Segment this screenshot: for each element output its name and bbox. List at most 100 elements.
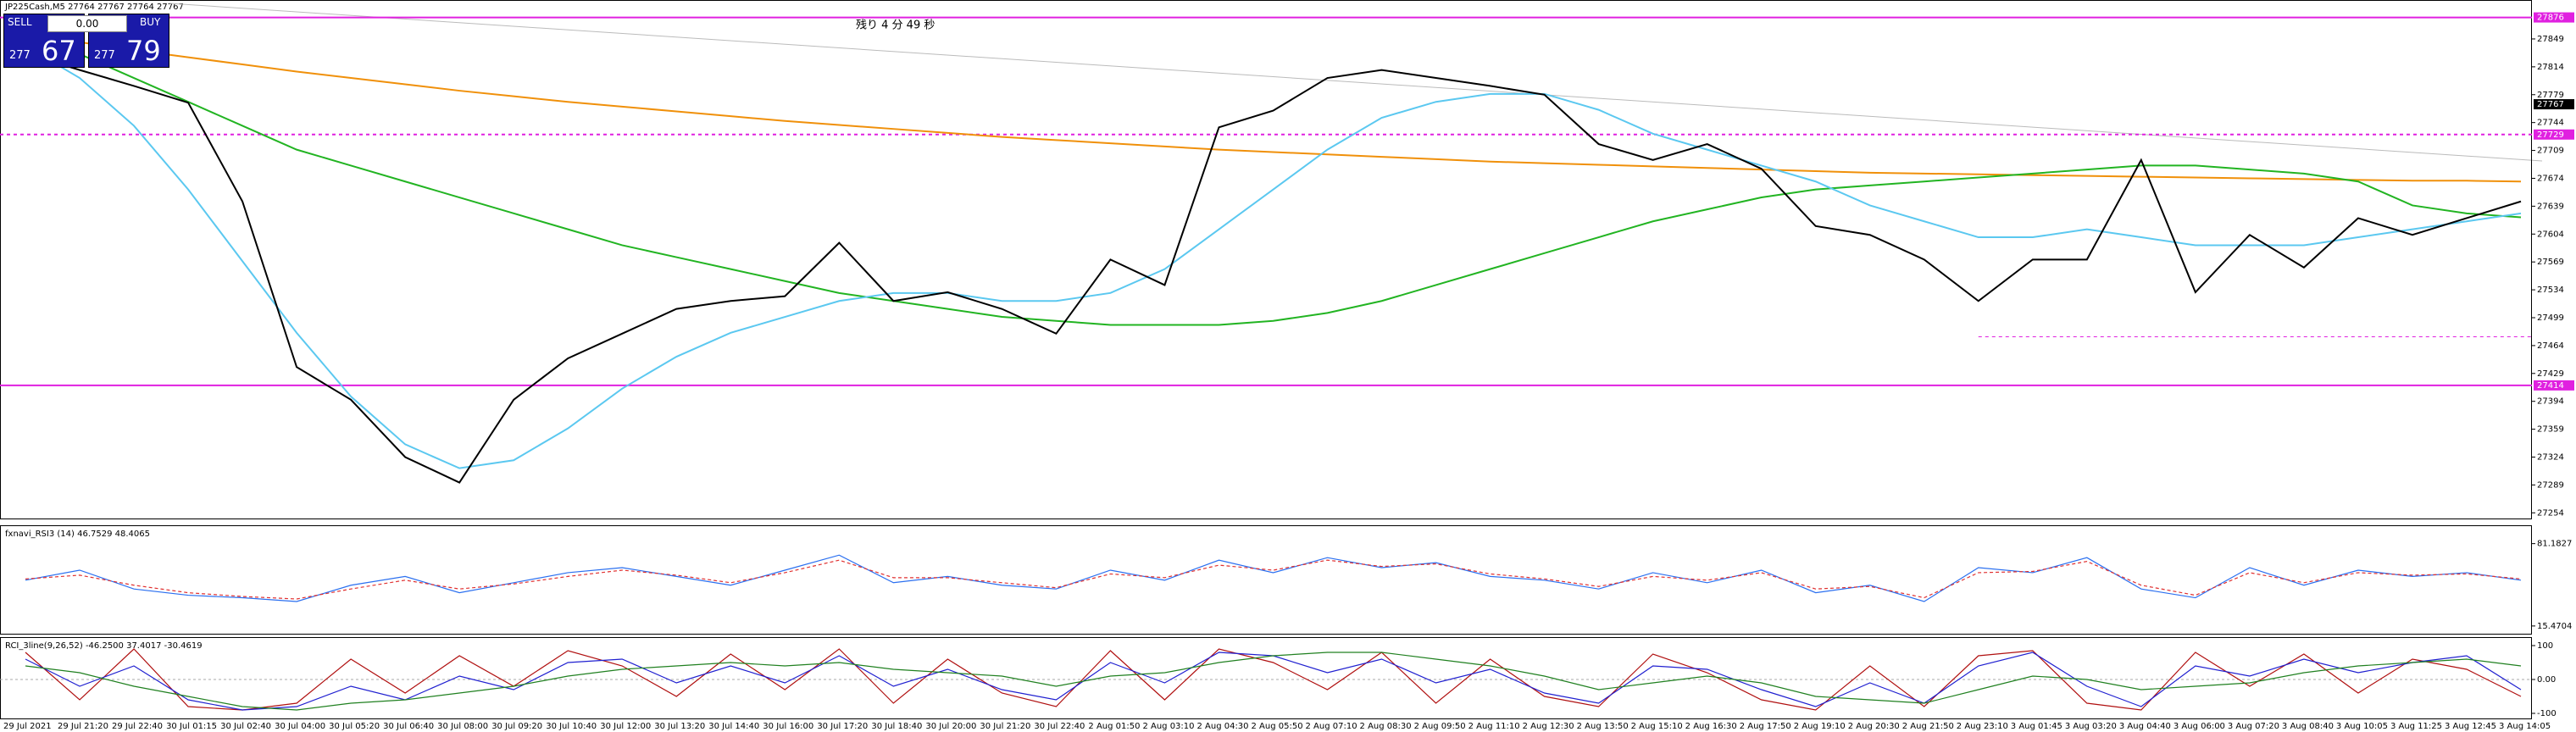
rsi-title: fxnavi_RSI3 (14) 46.7529 48.4065 <box>5 530 150 539</box>
buy-label: BUY <box>140 16 161 28</box>
y-tick-label: 27324 <box>2537 452 2564 462</box>
series-line <box>25 559 2522 600</box>
series-line <box>25 652 2522 711</box>
x-tick-label: 30 Jul 09:20 <box>491 722 542 731</box>
x-tick-label: 3 Aug 12:45 <box>2445 722 2496 731</box>
x-tick-label: 2 Aug 20:30 <box>1848 722 1900 731</box>
x-tick-label: 30 Jul 22:40 <box>1034 722 1085 731</box>
buy-big: 277 <box>94 49 115 62</box>
x-tick-label: 30 Jul 13:20 <box>654 722 705 731</box>
x-tick-label: 2 Aug 07:10 <box>1306 722 1357 731</box>
y-tick-label: 27254 <box>2537 508 2564 518</box>
x-tick-label: 2 Aug 16:30 <box>1685 722 1737 731</box>
series-line <box>25 45 2522 469</box>
x-tick-label: 2 Aug 12:30 <box>1523 722 1574 731</box>
y-tick-label: 27534 <box>2537 286 2564 295</box>
price-level-label: 27876 <box>2537 14 2564 23</box>
x-tick-label: 2 Aug 21:50 <box>1902 722 1954 731</box>
y-tick-label: 27394 <box>2537 397 2564 407</box>
y-tick-label: 27674 <box>2537 174 2564 183</box>
y-tick-label: 27709 <box>2537 147 2564 156</box>
y-tick-label: 27464 <box>2537 341 2564 351</box>
series-line <box>25 652 2522 711</box>
y-tick-label: -100 <box>2537 709 2557 718</box>
series-line <box>25 29 2522 326</box>
x-tick-label: 2 Aug 23:10 <box>1957 722 2008 731</box>
price-level-tag <box>2534 129 2574 140</box>
y-tick-label: 27604 <box>2537 230 2564 239</box>
y-tick-label: 27569 <box>2537 258 2564 267</box>
bid-label: 27767 <box>2537 100 2564 109</box>
x-tick-label: 3 Aug 08:40 <box>2282 722 2334 731</box>
rci-frame <box>0 637 2532 719</box>
bid-tag <box>2534 99 2574 110</box>
x-tick-label: 2 Aug 15:10 <box>1631 722 1683 731</box>
x-tick-label: 30 Jul 18:40 <box>871 722 922 731</box>
price-level-label: 27414 <box>2537 381 2564 391</box>
x-tick-label: 30 Jul 14:40 <box>708 722 759 731</box>
x-tick-label: 2 Aug 08:30 <box>1360 722 1412 731</box>
x-tick-label: 3 Aug 10:05 <box>2336 722 2388 731</box>
x-tick-label: 29 Jul 21:20 <box>58 722 108 731</box>
price-level-tag <box>2534 12 2574 23</box>
y-tick-label: 27289 <box>2537 480 2564 490</box>
y-tick-label: 27779 <box>2537 91 2564 100</box>
y-tick-label: 27359 <box>2537 425 2564 435</box>
x-tick-label: 3 Aug 11:25 <box>2390 722 2442 731</box>
main-frame <box>0 0 2532 519</box>
x-tick-label: 30 Jul 20:00 <box>925 722 976 731</box>
y-tick-label: 27639 <box>2537 202 2564 211</box>
x-tick-label: 2 Aug 09:50 <box>1414 722 1466 731</box>
x-tick-label: 30 Jul 04:00 <box>275 722 325 731</box>
buy-small: 79 <box>126 35 161 67</box>
x-tick-label: 30 Jul 08:00 <box>437 722 488 731</box>
y-tick-label: 100 <box>2537 641 2553 651</box>
x-tick-label: 3 Aug 14:05 <box>2499 722 2551 731</box>
price-level-label: 27729 <box>2537 130 2564 140</box>
x-tick-label: 30 Jul 10:40 <box>546 722 597 731</box>
y-tick-label: 27499 <box>2537 313 2564 323</box>
y-tick-label: 27744 <box>2537 119 2564 128</box>
x-tick-label: 2 Aug 19:10 <box>1794 722 1846 731</box>
x-tick-label: 30 Jul 17:20 <box>817 722 868 731</box>
x-tick-label: 2 Aug 04:30 <box>1196 722 1248 731</box>
y-tick-label: 0.00 <box>2537 675 2556 685</box>
x-tick-label: 30 Jul 02:40 <box>220 722 271 731</box>
sell-big: 277 <box>9 49 31 62</box>
trend-line <box>169 3 2543 162</box>
x-tick-label: 2 Aug 17:50 <box>1740 722 1791 731</box>
price-level-tag <box>2534 380 2574 391</box>
y-tick-label: 27849 <box>2537 35 2564 44</box>
x-tick-label: 2 Aug 01:50 <box>1088 722 1140 731</box>
x-tick-label: 30 Jul 21:20 <box>980 722 1030 731</box>
y-tick-label: 15.4704 <box>2537 622 2572 631</box>
x-tick-label: 2 Aug 11:10 <box>1468 722 1520 731</box>
sell-label: SELL <box>8 16 32 28</box>
x-tick-label: 2 Aug 13:50 <box>1577 722 1629 731</box>
y-tick-label: 27814 <box>2537 63 2564 72</box>
rsi-frame <box>0 525 2532 635</box>
x-tick-label: 30 Jul 05:20 <box>329 722 380 731</box>
x-tick-label: 30 Jul 16:00 <box>763 722 813 731</box>
rci-title: RCI_3line(9,26,52) -46.2500 37.4017 -30.… <box>5 641 203 651</box>
x-tick-label: 2 Aug 03:10 <box>1142 722 1194 731</box>
symbol-info: JP225Cash,M5 27764 27767 27764 27767 <box>4 3 184 12</box>
series-line <box>25 554 2522 602</box>
series-line <box>25 648 2522 711</box>
lot-input[interactable]: 0.00 <box>47 15 127 32</box>
x-tick-label: 3 Aug 04:40 <box>2119 722 2171 731</box>
series-line <box>25 52 2522 484</box>
x-tick-label: 3 Aug 03:20 <box>2065 722 2117 731</box>
x-tick-label: 30 Jul 12:00 <box>600 722 651 731</box>
trade-panel: SELL 277 67 BUY 277 79 0.00 <box>3 14 169 68</box>
x-tick-label: 3 Aug 06:00 <box>2174 722 2225 731</box>
x-tick-label: 29 Jul 22:40 <box>112 722 163 731</box>
x-tick-label: 3 Aug 07:20 <box>2228 722 2279 731</box>
bar-timer: 残り 4 分 49 秒 <box>856 19 935 32</box>
sell-small: 67 <box>42 35 76 67</box>
series-line <box>25 33 2522 183</box>
y-tick-label: 27429 <box>2537 369 2564 379</box>
x-tick-label: 2 Aug 05:50 <box>1252 722 1303 731</box>
